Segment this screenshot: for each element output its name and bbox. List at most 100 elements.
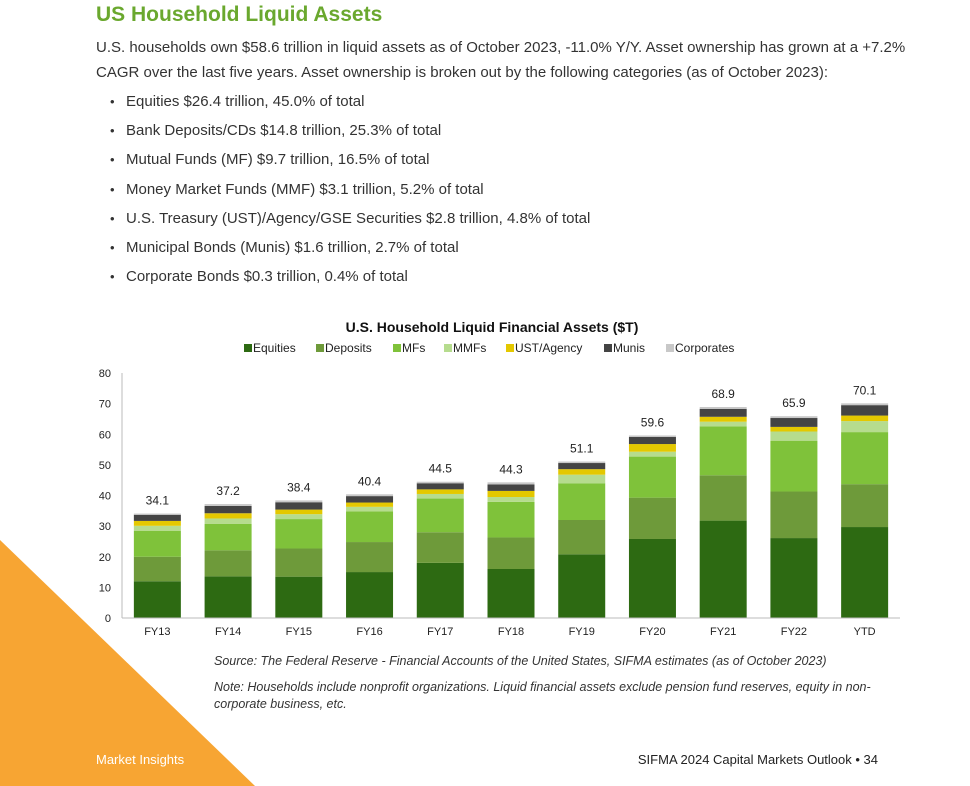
legend-label-equities: Equities xyxy=(253,341,296,355)
bar-equities-fy18 xyxy=(487,569,535,618)
total-label-fy18: 44.3 xyxy=(499,462,523,476)
legend-label-mmfs: MMFs xyxy=(453,341,486,355)
bar-mmfs-fy18 xyxy=(487,497,535,502)
footer-section-label: Market Insights xyxy=(96,752,185,767)
bar-deposits-fy14 xyxy=(204,550,252,577)
bar-ust-agency-fy21 xyxy=(699,416,747,422)
bar-corporates-fy18 xyxy=(487,482,535,485)
bar-corporates-fy17 xyxy=(416,481,464,484)
legend-label-munis: Munis xyxy=(613,341,645,355)
total-label-fy21: 68.9 xyxy=(712,387,736,401)
legend-swatch-corporates xyxy=(666,344,674,352)
bar-ust-agency-fy19 xyxy=(558,469,606,475)
bar-munis-fy15 xyxy=(275,502,323,510)
x-tick-label-ytd: YTD xyxy=(854,626,876,638)
x-tick-label-fy14: FY14 xyxy=(215,626,241,638)
bar-deposits-fy15 xyxy=(275,548,323,577)
x-tick-label-fy18: FY18 xyxy=(498,626,524,638)
bar-corporates-fy13 xyxy=(133,513,181,515)
bar-deposits-fy13 xyxy=(133,556,181,582)
bar-mfs-fy17 xyxy=(416,498,464,533)
total-label-fy14: 37.2 xyxy=(216,484,240,498)
y-tick-label: 70 xyxy=(99,399,111,411)
asset-category-list: Equities $26.4 trillion, 45.0% of total … xyxy=(110,90,590,294)
bar-ust-agency-ytd xyxy=(841,415,889,422)
y-tick-label: 40 xyxy=(99,491,111,503)
footer-publication: SIFMA 2024 Capital Markets Outlook • 34 xyxy=(637,752,878,767)
bar-deposits-fy21 xyxy=(699,475,747,521)
bullet-corporates: Corporate Bonds $0.3 trillion, 0.4% of t… xyxy=(110,265,590,294)
bar-mmfs-fy20 xyxy=(628,451,676,457)
bar-deposits-fy17 xyxy=(416,532,464,563)
bar-mmfs-fy13 xyxy=(133,525,181,531)
bar-mfs-fy18 xyxy=(487,501,535,538)
x-tick-label-fy20: FY20 xyxy=(639,626,665,638)
bar-mfs-fy21 xyxy=(699,426,747,476)
bar-mfs-fy20 xyxy=(628,456,676,498)
bar-mfs-fy15 xyxy=(275,519,323,549)
bar-mmfs-fy22 xyxy=(770,431,818,441)
bar-corporates-fy20 xyxy=(628,435,676,438)
y-tick-label: 80 xyxy=(99,368,111,380)
bar-equities-fy15 xyxy=(275,576,323,618)
bar-equities-fy16 xyxy=(346,572,394,618)
bar-corporates-fy19 xyxy=(558,461,606,464)
intro-paragraph: U.S. households own $58.6 trillion in li… xyxy=(96,39,906,81)
legend-swatch-ust-agency xyxy=(506,344,514,352)
legend-swatch-equities xyxy=(244,344,252,352)
bar-ust-agency-fy14 xyxy=(204,513,252,519)
bar-mmfs-fy19 xyxy=(558,474,606,484)
bar-mmfs-fy17 xyxy=(416,493,464,499)
bar-munis-fy20 xyxy=(628,437,676,445)
bar-mfs-fy22 xyxy=(770,440,818,492)
legend-swatch-mmfs xyxy=(444,344,452,352)
x-tick-label-fy15: FY15 xyxy=(286,626,312,638)
x-axis: FY13 FY14 FY15 FY16 FY17 FY18 FY19 FY20 FY21 FY22… xyxy=(122,617,900,638)
bar-corporates-fy15 xyxy=(275,500,323,503)
x-tick-label-fy13: FY13 xyxy=(144,626,170,638)
bar-munis-fy17 xyxy=(416,483,464,490)
bullet-money-market-funds: Money Market Funds (MMF) $3.1 trillion, … xyxy=(110,178,590,207)
stacked-bar-chart: U.S. Household Liquid Financial Assets (… xyxy=(99,319,900,638)
x-tick-label-fy21: FY21 xyxy=(710,626,736,638)
bar-munis-fy18 xyxy=(487,484,535,491)
bar-deposits-fy22 xyxy=(770,491,818,539)
x-tick-label-fy19: FY19 xyxy=(569,626,595,638)
bullet-munis: Municipal Bonds (Munis) $1.6 trillion, 2… xyxy=(110,236,590,265)
legend-label-ust-agency: UST/Agency xyxy=(515,341,582,355)
bar-equities-fy22 xyxy=(770,538,818,618)
legend-swatch-munis xyxy=(604,344,612,352)
bar-corporates-fy14 xyxy=(204,504,252,506)
bar-corporates-fy16 xyxy=(346,494,394,497)
bar-corporates-fy22 xyxy=(770,416,818,419)
legend-label-mfs: MFs xyxy=(402,341,425,355)
source-note: Source: The Federal Reserve - Financial … xyxy=(214,654,827,668)
bar-equities-ytd xyxy=(841,527,889,618)
bar-mfs-fy13 xyxy=(133,530,181,557)
total-label-ytd: 70.1 xyxy=(853,383,877,397)
y-tick-label: 30 xyxy=(99,521,111,533)
bar-ust-agency-fy18 xyxy=(487,490,535,498)
bar-ust-agency-fy13 xyxy=(133,520,181,526)
legend-label-deposits: Deposits xyxy=(325,341,372,355)
bar-ust-agency-fy15 xyxy=(275,509,323,515)
bar-mfs-fy14 xyxy=(204,523,252,551)
bar-mmfs-ytd xyxy=(841,421,889,433)
bar-munis-ytd xyxy=(841,405,889,416)
x-tick-label-fy16: FY16 xyxy=(356,626,382,638)
bar-deposits-fy20 xyxy=(628,497,676,539)
bar-mfs-fy16 xyxy=(346,511,394,543)
y-tick-label: 60 xyxy=(99,429,111,441)
bar-ust-agency-fy16 xyxy=(346,502,394,507)
bullet-deposits: Bank Deposits/CDs $14.8 trillion, 25.3% … xyxy=(110,119,590,148)
total-label-fy16: 40.4 xyxy=(358,474,382,488)
bar-deposits-fy19 xyxy=(558,520,606,555)
bar-equities-fy19 xyxy=(558,554,606,618)
legend-swatch-mfs xyxy=(393,344,401,352)
bullet-equities: Equities $26.4 trillion, 45.0% of total xyxy=(110,90,590,119)
bar-corporates-fy21 xyxy=(699,406,747,409)
bar-munis-fy22 xyxy=(770,418,818,427)
total-label-fy22: 65.9 xyxy=(782,396,806,410)
chart-legend: Equities Deposits MFs MMFs UST/Agency Munis Co… xyxy=(244,341,734,355)
bar-corporates-ytd xyxy=(841,403,889,406)
